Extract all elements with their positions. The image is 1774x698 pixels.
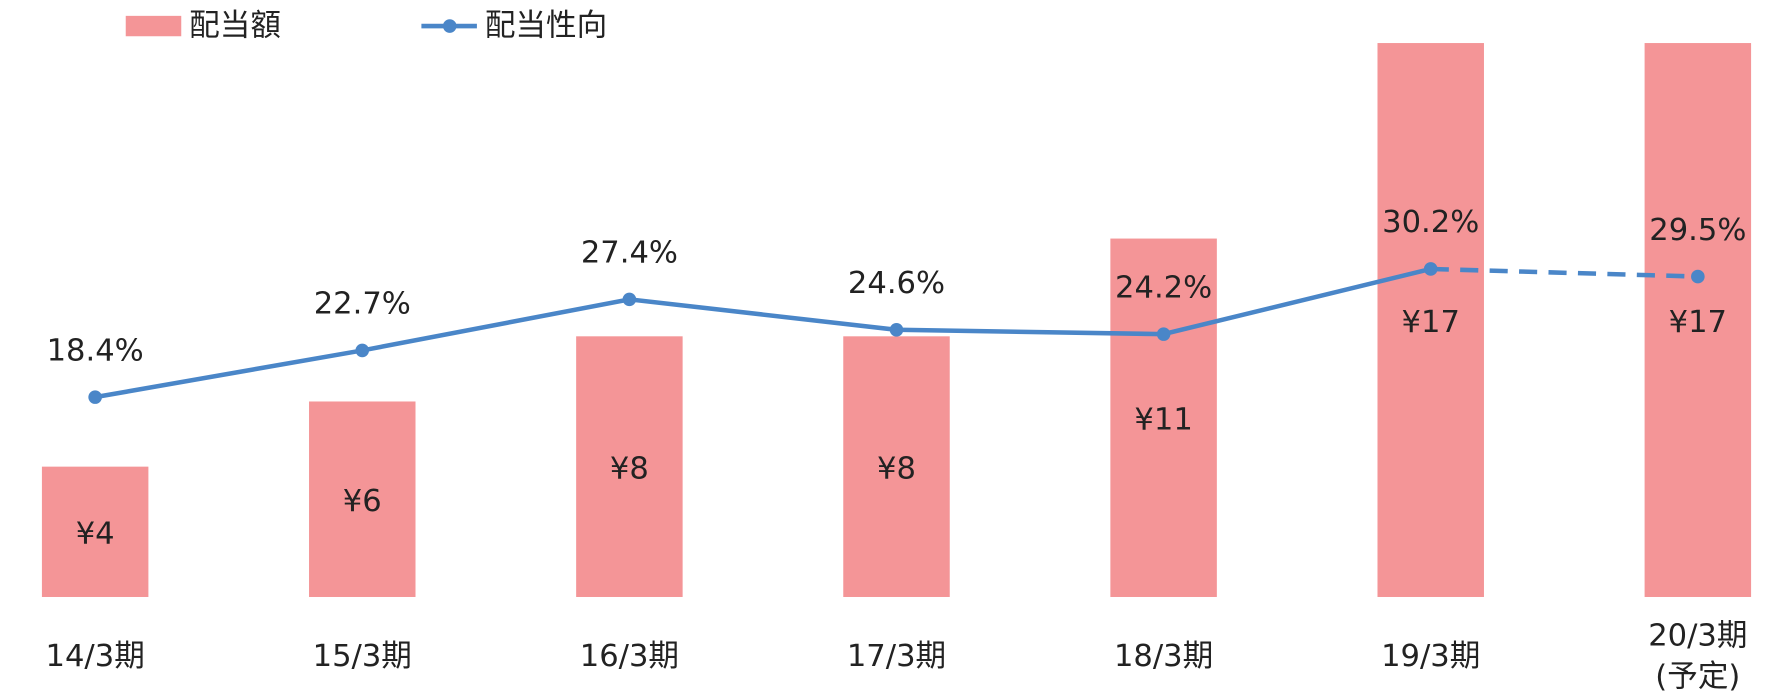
line-point — [355, 343, 370, 358]
x-tick-label: 18/3期 — [1113, 638, 1214, 675]
bar — [41, 466, 149, 597]
line-label: 24.6% — [848, 266, 945, 301]
x-tick-label: 15/3期 — [312, 638, 412, 675]
bar — [1644, 43, 1752, 597]
legend-label: 配当額 — [189, 9, 281, 44]
x-tick-label: 17/3期 — [846, 638, 947, 675]
line-point — [1423, 262, 1438, 276]
line-label: 18.4% — [47, 333, 144, 368]
line-point — [88, 390, 102, 404]
bar-label: ¥8 — [610, 452, 649, 487]
line-label: 29.5% — [1649, 213, 1746, 248]
bar-label: ¥17 — [1402, 305, 1460, 340]
line-point — [622, 292, 637, 307]
bar-label: ¥8 — [877, 452, 916, 487]
line-label: 22.7% — [314, 287, 411, 322]
line-label: 27.4% — [581, 236, 678, 271]
bar-label: ¥17 — [1669, 305, 1727, 340]
line-point — [1691, 269, 1705, 284]
x-tick-label: 20/3期 (予定) — [1648, 618, 1748, 695]
bar-label: ¥4 — [76, 517, 115, 552]
bar — [843, 336, 950, 597]
legend-swatch — [125, 15, 182, 37]
bar-label: ¥6 — [343, 484, 382, 519]
line-point — [1156, 327, 1171, 341]
x-tick-label: 16/3期 — [579, 638, 680, 675]
line-point — [889, 322, 904, 337]
legend-marker — [442, 19, 457, 33]
x-tick-label: 14/3期 — [45, 638, 145, 675]
legend-label: 配当性向 — [485, 9, 607, 44]
bar — [1377, 43, 1484, 597]
bar-label: ¥11 — [1134, 403, 1192, 438]
line — [94, 266, 1432, 400]
line-label: 24.2% — [1115, 270, 1212, 305]
x-tick-label: 19/3期 — [1381, 638, 1481, 675]
bar — [309, 401, 416, 597]
line-forecast — [1430, 266, 1698, 279]
bar — [1110, 238, 1217, 597]
line-label: 30.2% — [1382, 205, 1479, 240]
bar — [576, 336, 683, 597]
